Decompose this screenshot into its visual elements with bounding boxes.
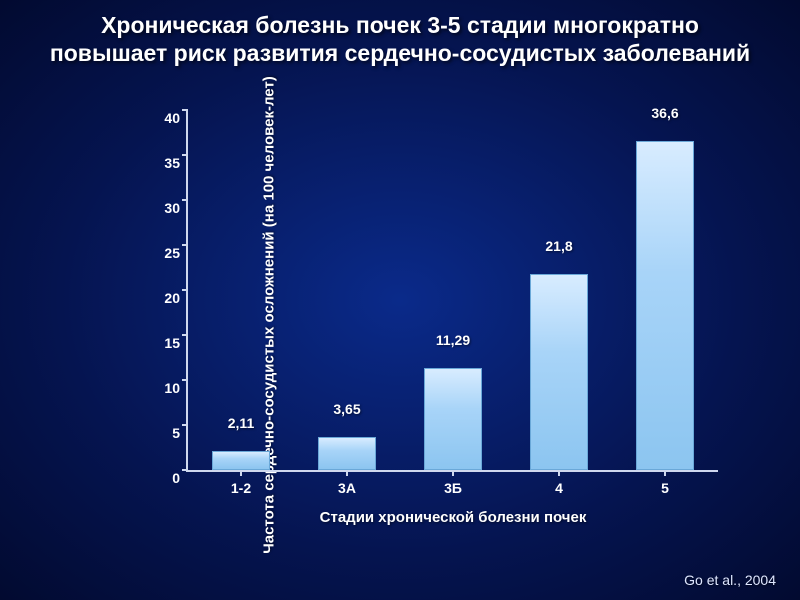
y-tick-label: 25 bbox=[140, 245, 180, 261]
y-tick-label: 5 bbox=[140, 425, 180, 441]
bar-value-label: 36,6 bbox=[651, 105, 678, 121]
x-tick-mark bbox=[664, 470, 666, 476]
bar-value-label: 21,8 bbox=[545, 238, 572, 254]
x-tick-label: 3Б bbox=[444, 480, 462, 496]
x-tick-mark bbox=[240, 470, 242, 476]
bar bbox=[636, 141, 694, 470]
bar-chart: Стадии хронической болезни почек 0510152… bbox=[186, 110, 718, 472]
citation: Go et al., 2004 bbox=[684, 572, 776, 588]
y-tick-mark bbox=[182, 109, 188, 111]
y-tick-label: 10 bbox=[140, 380, 180, 396]
y-tick-mark bbox=[182, 424, 188, 426]
x-tick-label: 4 bbox=[555, 480, 563, 496]
bar bbox=[424, 368, 482, 470]
y-tick-label: 30 bbox=[140, 200, 180, 216]
y-tick-mark bbox=[182, 334, 188, 336]
y-tick-mark bbox=[182, 469, 188, 471]
bar bbox=[318, 437, 376, 470]
bar bbox=[212, 451, 270, 470]
slide: Хроническая болезнь почек 3-5 стадии мно… bbox=[0, 0, 800, 600]
bar-value-label: 11,29 bbox=[436, 332, 470, 348]
slide-title: Хроническая болезнь почек 3-5 стадии мно… bbox=[40, 0, 760, 67]
x-tick-mark bbox=[346, 470, 348, 476]
bar-value-label: 2,11 bbox=[228, 415, 254, 431]
y-tick-mark bbox=[182, 379, 188, 381]
y-tick-label: 20 bbox=[140, 290, 180, 306]
y-tick-mark bbox=[182, 289, 188, 291]
chart-container: Частота сердечно-сосудистых осложнений (… bbox=[90, 100, 730, 530]
bar bbox=[530, 274, 588, 470]
y-tick-label: 0 bbox=[140, 470, 180, 486]
y-tick-label: 15 bbox=[140, 335, 180, 351]
x-axis-label: Стадии хронической болезни почек bbox=[320, 509, 587, 526]
y-tick-mark bbox=[182, 154, 188, 156]
bar-value-label: 3,65 bbox=[333, 401, 360, 417]
x-tick-mark bbox=[452, 470, 454, 476]
x-tick-label: 3А bbox=[338, 480, 356, 496]
y-tick-mark bbox=[182, 199, 188, 201]
x-tick-label: 1-2 bbox=[231, 480, 251, 496]
y-tick-mark bbox=[182, 244, 188, 246]
y-tick-label: 35 bbox=[140, 155, 180, 171]
x-tick-label: 5 bbox=[661, 480, 669, 496]
x-tick-mark bbox=[558, 470, 560, 476]
y-tick-label: 40 bbox=[140, 110, 180, 126]
